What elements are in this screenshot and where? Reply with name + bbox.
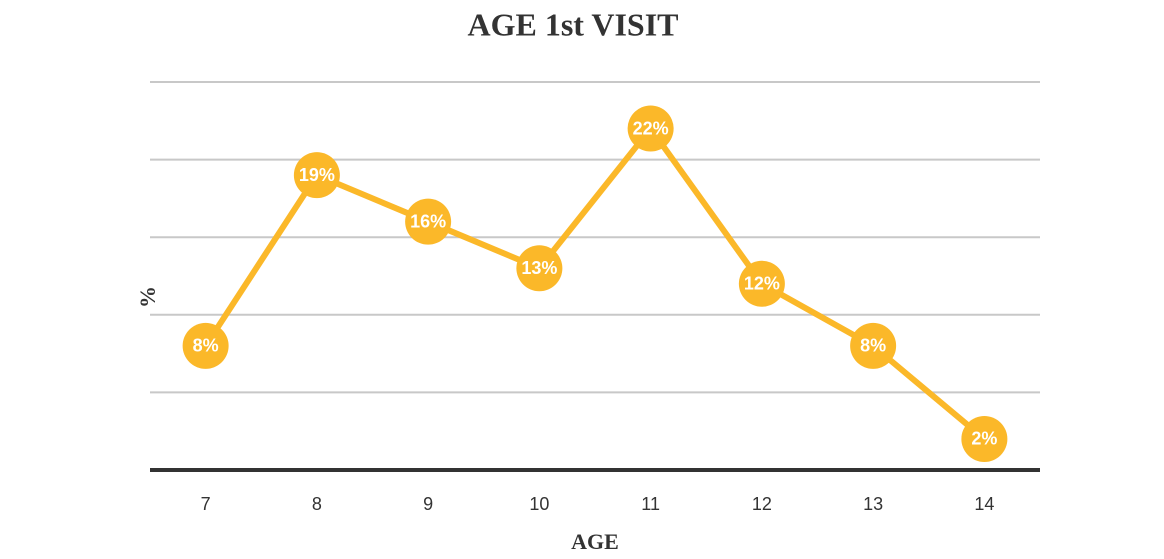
marker: [738, 260, 785, 307]
x-tick-label: 7: [201, 494, 211, 514]
x-tick-label: 10: [529, 494, 549, 514]
marker: [293, 152, 340, 199]
data-label: 13%: [521, 258, 557, 278]
x-tick-label: 12: [752, 494, 772, 514]
data-label: 12%: [744, 274, 780, 294]
y-axis-label: %: [135, 286, 160, 308]
marker: [961, 415, 1008, 462]
data-label: 22%: [633, 118, 669, 138]
x-tick-label: 8: [312, 494, 322, 514]
chart-title: AGE 1st VISIT: [467, 6, 678, 42]
marker: [627, 105, 674, 152]
data-label: 19%: [299, 165, 335, 185]
data-label: 8%: [860, 336, 886, 356]
marker: [850, 322, 897, 369]
marker: [182, 322, 229, 369]
marker: [405, 198, 452, 245]
x-tick-label: 9: [423, 494, 433, 514]
data-label: 16%: [410, 211, 446, 231]
marker: [516, 245, 563, 292]
x-axis-label: AGE: [571, 529, 619, 554]
x-tick-label: 13: [863, 494, 883, 514]
x-tick-label: 11: [641, 494, 660, 514]
x-tick-label: 14: [974, 494, 994, 514]
data-label: 2%: [971, 429, 997, 449]
data-label: 8%: [193, 336, 219, 356]
